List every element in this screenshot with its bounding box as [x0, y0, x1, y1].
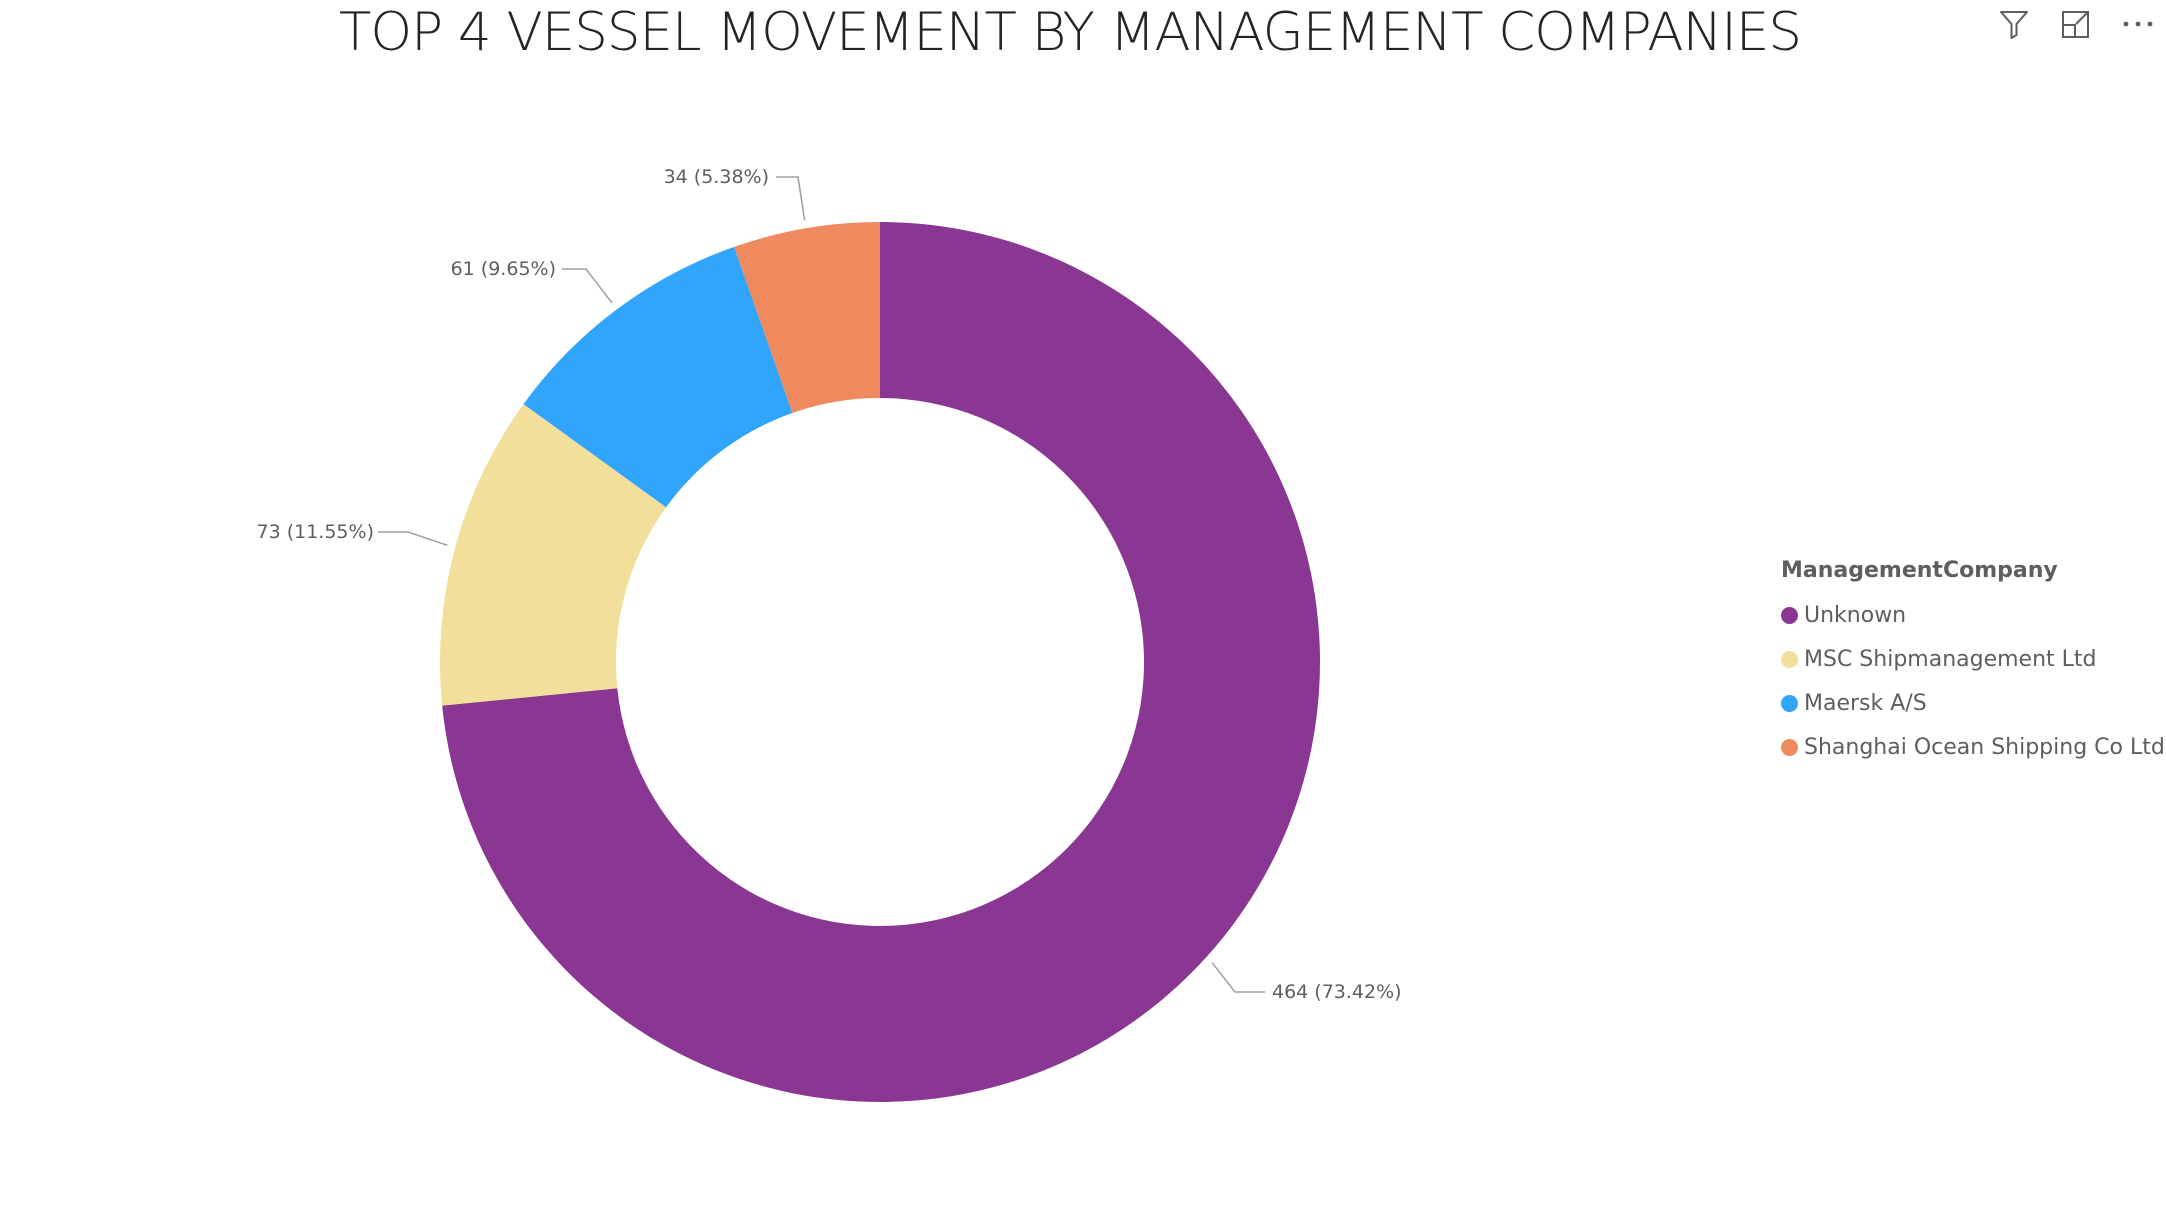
more-options-icon[interactable] [2120, 6, 2156, 42]
legend-label: Shanghai Ocean Shipping Co Ltd [1804, 734, 2165, 760]
legend-item-msc-shipmanagement-ltd[interactable]: MSC Shipmanagement Ltd [1781, 637, 2165, 681]
legend-marker [1781, 606, 1798, 624]
donut-slice-msc-shipmanagement-ltd[interactable] [440, 404, 667, 706]
legend-item-maersk-a-s[interactable]: Maersk A/S [1781, 681, 2165, 725]
visual-header-toolbar [1996, 6, 2156, 42]
donut-slice-shanghai-ocean-shipping-co-ltd[interactable] [734, 222, 880, 413]
data-label-leaders [378, 176, 1265, 993]
legend-marker [1781, 650, 1798, 668]
donut-slice-maersk-a-s[interactable] [523, 246, 793, 508]
data-label-shanghai-ocean-shipping-co-ltd: 34 (5.38%) [664, 166, 769, 188]
leader-line-unknown [1211, 962, 1265, 993]
legend-marker [1781, 738, 1798, 756]
leader-line-shanghai-ocean-shipping-co-ltd [776, 176, 806, 221]
legend-item-unknown[interactable]: Unknown [1781, 593, 2165, 637]
legend: ManagementCompany Unknown MSC Shipmanagem… [1781, 558, 2165, 769]
legend-item-shanghai-ocean-shipping-co-ltd[interactable]: Shanghai Ocean Shipping Co Ltd [1781, 725, 2165, 769]
legend-marker [1781, 694, 1798, 712]
leader-line-msc-shipmanagement-ltd [378, 531, 448, 547]
donut-slices [440, 222, 1320, 1102]
leader-line-maersk-a-s [562, 268, 613, 304]
data-label-msc-shipmanagement-ltd: 73 (11.55%) [257, 521, 375, 543]
data-label-maersk-a-s: 61 (9.65%) [451, 258, 556, 280]
donut-slice-unknown[interactable] [442, 222, 1320, 1102]
filter-icon[interactable] [1996, 6, 2032, 42]
legend-label: MSC Shipmanagement Ltd [1804, 646, 2097, 672]
legend-label: Unknown [1804, 602, 1907, 628]
legend-title: ManagementCompany [1781, 558, 2058, 583]
chart-title: TOP 4 VESSEL MOVEMENT BY MANAGEMENT COMP… [338, 2, 1802, 63]
focus-mode-icon[interactable] [2058, 6, 2094, 42]
legend-items: Unknown MSC Shipmanagement Ltd Maersk A/S S… [1781, 593, 2165, 769]
data-label-unknown: 464 (73.42%) [1272, 981, 1402, 1003]
data-labels: 464 (73.42%) 73 (11.55%) 61 (9.65%) 34 (5.3… [257, 166, 1402, 1003]
legend-label: Maersk A/S [1804, 690, 1927, 716]
